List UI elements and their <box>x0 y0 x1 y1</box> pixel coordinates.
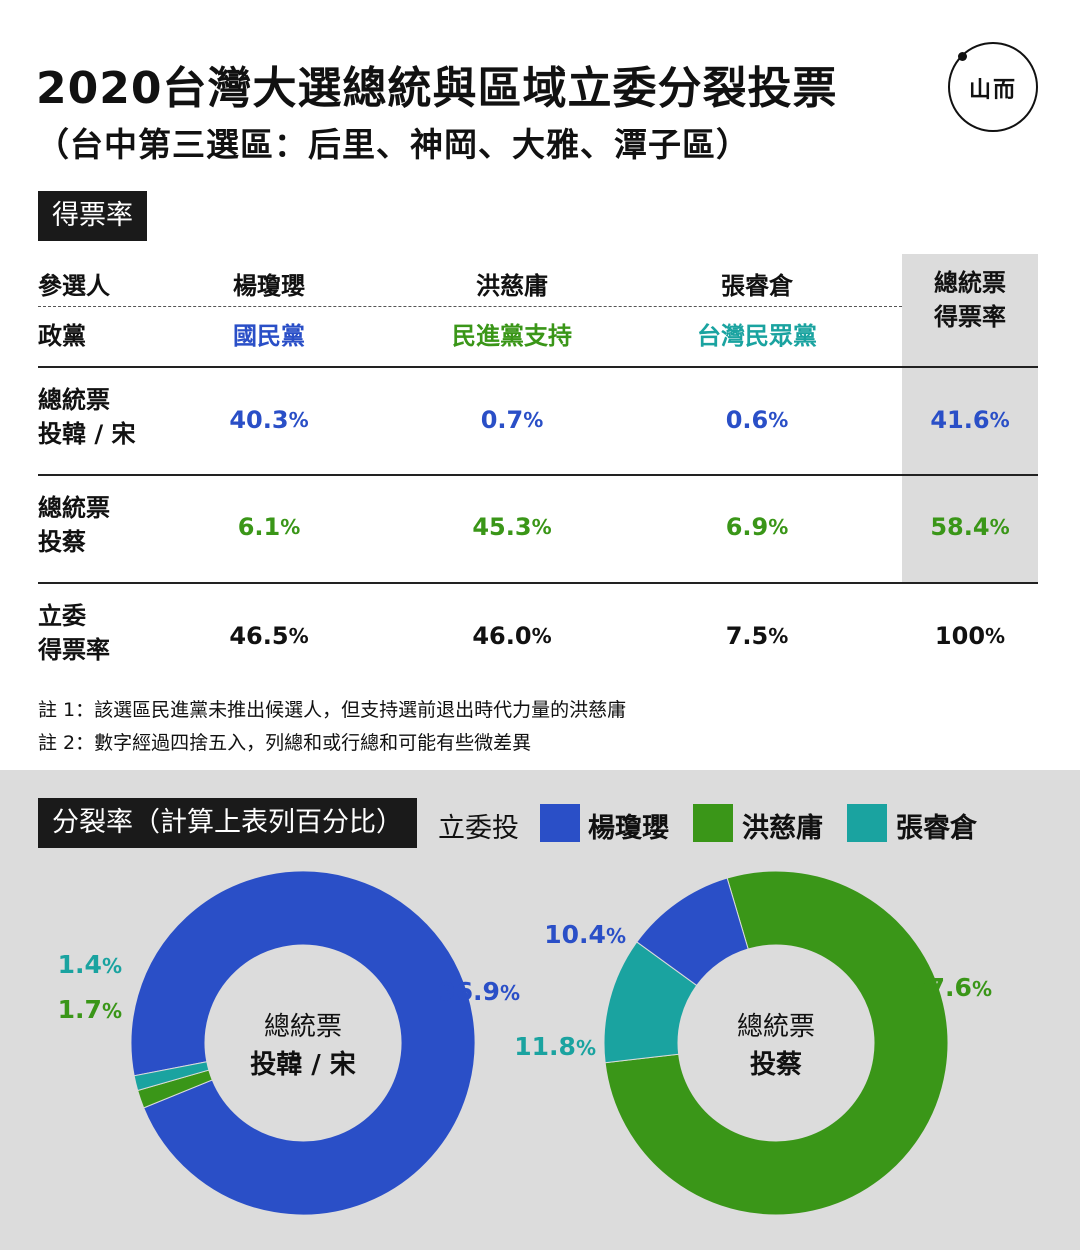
donut-2-center-label-1: 總統票 <box>737 1012 815 1042</box>
donut-2-value-label-1: 77.6% <box>910 973 992 1002</box>
row-2-value-1: 6.1% <box>188 509 350 545</box>
row-2-value-3: 6.9% <box>676 509 838 545</box>
value-number: 41.6 <box>930 406 990 434</box>
row-2-value-2: 45.3% <box>430 509 594 545</box>
legend-label-1: 楊瓊瓔 <box>588 813 669 844</box>
donut-1-center-label-1: 總統票 <box>264 1012 342 1042</box>
row-label-1-line-2: 投韓 / 宋 <box>38 420 136 448</box>
donut-1-center-label-2: 投韓 / 宋 <box>250 1050 356 1080</box>
table-rule-1 <box>38 366 1038 368</box>
value-number: 45.3 <box>472 513 532 541</box>
legend-swatch-blue <box>540 804 580 842</box>
total-header-line-1: 總統票 <box>934 269 1006 297</box>
value-number: 6.1 <box>237 513 281 541</box>
row-label-2-line-2: 投蔡 <box>38 528 86 556</box>
percent-sign: % <box>523 408 544 432</box>
row-3-value-1: 46.5% <box>188 618 350 654</box>
row-label-2: 總統票 投蔡 <box>38 491 110 559</box>
row-label-1-line-1: 總統票 <box>38 386 110 414</box>
value-number: 0.7 <box>480 406 524 434</box>
donut-2-value-label-3: 10.4% <box>544 920 626 949</box>
header-party-label: 政黨 <box>38 321 86 350</box>
total-column-header: 總統票 得票率 <box>902 266 1038 334</box>
logo-glyph: 山而 <box>968 78 1017 103</box>
legend-swatch-teal <box>847 804 887 842</box>
row-label-1: 總統票 投韓 / 宋 <box>38 383 135 451</box>
percent-sign: % <box>768 624 789 648</box>
initium-logo-icon: 山而 <box>948 42 1038 132</box>
value-number: 46.5 <box>229 622 289 650</box>
percent-sign: % <box>531 624 552 648</box>
percent-sign: % <box>531 515 552 539</box>
row-label-3: 立委 得票率 <box>38 599 110 667</box>
row-1-value-3: 0.6% <box>676 402 838 438</box>
total-header-line-2: 得票率 <box>934 303 1006 331</box>
row-3-value-2: 46.0% <box>430 618 594 654</box>
legend-label-3: 張睿倉 <box>896 813 977 844</box>
percent-sign: % <box>985 624 1006 648</box>
row-2-total: 58.4% <box>902 509 1038 545</box>
percent-sign: % <box>989 515 1010 539</box>
donut-1-value-label-2: 1.7% <box>58 995 122 1024</box>
row-label-2-line-1: 總統票 <box>38 494 110 522</box>
row-1-total: 41.6% <box>902 402 1038 438</box>
row-3-value-3: 7.5% <box>676 618 838 654</box>
donut-1-value-label-1: 96.9% <box>438 977 520 1006</box>
percent-sign: % <box>989 408 1010 432</box>
legend-label-2: 洪慈庸 <box>742 813 823 844</box>
row-3-total: 100% <box>902 618 1038 654</box>
percent-sign: % <box>768 515 789 539</box>
donut-2-center-label-2: 投蔡 <box>750 1050 802 1080</box>
note-1: 註 1：該選區民進黨未推出候選人，但支持選前退出時代力量的洪慈庸 <box>38 699 627 721</box>
table-rule-3 <box>38 582 1038 584</box>
value-number: 100 <box>934 622 986 650</box>
total-column-background <box>902 254 1038 583</box>
row-label-3-line-1: 立委 <box>38 602 86 630</box>
value-number: 58.4 <box>930 513 990 541</box>
candidate-name-1: 楊瓊瓔 <box>233 271 305 300</box>
donut-1-hole <box>205 945 401 1141</box>
donut-1-value-label-3: 1.4% <box>58 950 122 979</box>
row-1-value-1: 40.3% <box>188 402 350 438</box>
header-divider <box>38 306 902 307</box>
candidate-name-3: 張睿倉 <box>721 271 793 300</box>
row-label-3-line-2: 得票率 <box>38 636 110 664</box>
value-number: 6.9 <box>725 513 769 541</box>
table-section-label: 得票率 <box>38 191 147 241</box>
split-section-label: 分裂率（計算上表列百分比） <box>38 798 417 848</box>
percent-sign: % <box>288 624 309 648</box>
page-subtitle: （台中第三選區：后里、神岡、大雅、潭子區） <box>36 125 750 164</box>
donut-2-value-label-2: 11.8% <box>514 1032 596 1061</box>
percent-sign: % <box>280 515 301 539</box>
party-name-1: 國民黨 <box>233 321 305 350</box>
page-title: 2020台灣大選總統與區域立委分裂投票 <box>36 63 838 114</box>
logo-dot <box>958 52 967 61</box>
value-number: 7.5 <box>725 622 769 650</box>
party-name-3: 台灣民眾黨 <box>697 321 817 350</box>
row-1-value-2: 0.7% <box>430 402 594 438</box>
value-number: 46.0 <box>472 622 532 650</box>
candidate-name-2: 洪慈庸 <box>476 271 548 300</box>
value-number: 40.3 <box>229 406 289 434</box>
percent-sign: % <box>768 408 789 432</box>
note-2: 註 2：數字經過四捨五入，列總和或行總和可能有些微差異 <box>38 732 532 754</box>
value-number: 0.6 <box>725 406 769 434</box>
header-candidate-label: 參選人 <box>38 271 110 300</box>
donut-2-hole <box>678 945 874 1141</box>
legend-title: 立委投 <box>438 813 519 844</box>
legend-swatch-green <box>693 804 733 842</box>
percent-sign: % <box>288 408 309 432</box>
table-rule-2 <box>38 474 1038 476</box>
party-name-2: 民進黨支持 <box>452 321 572 350</box>
